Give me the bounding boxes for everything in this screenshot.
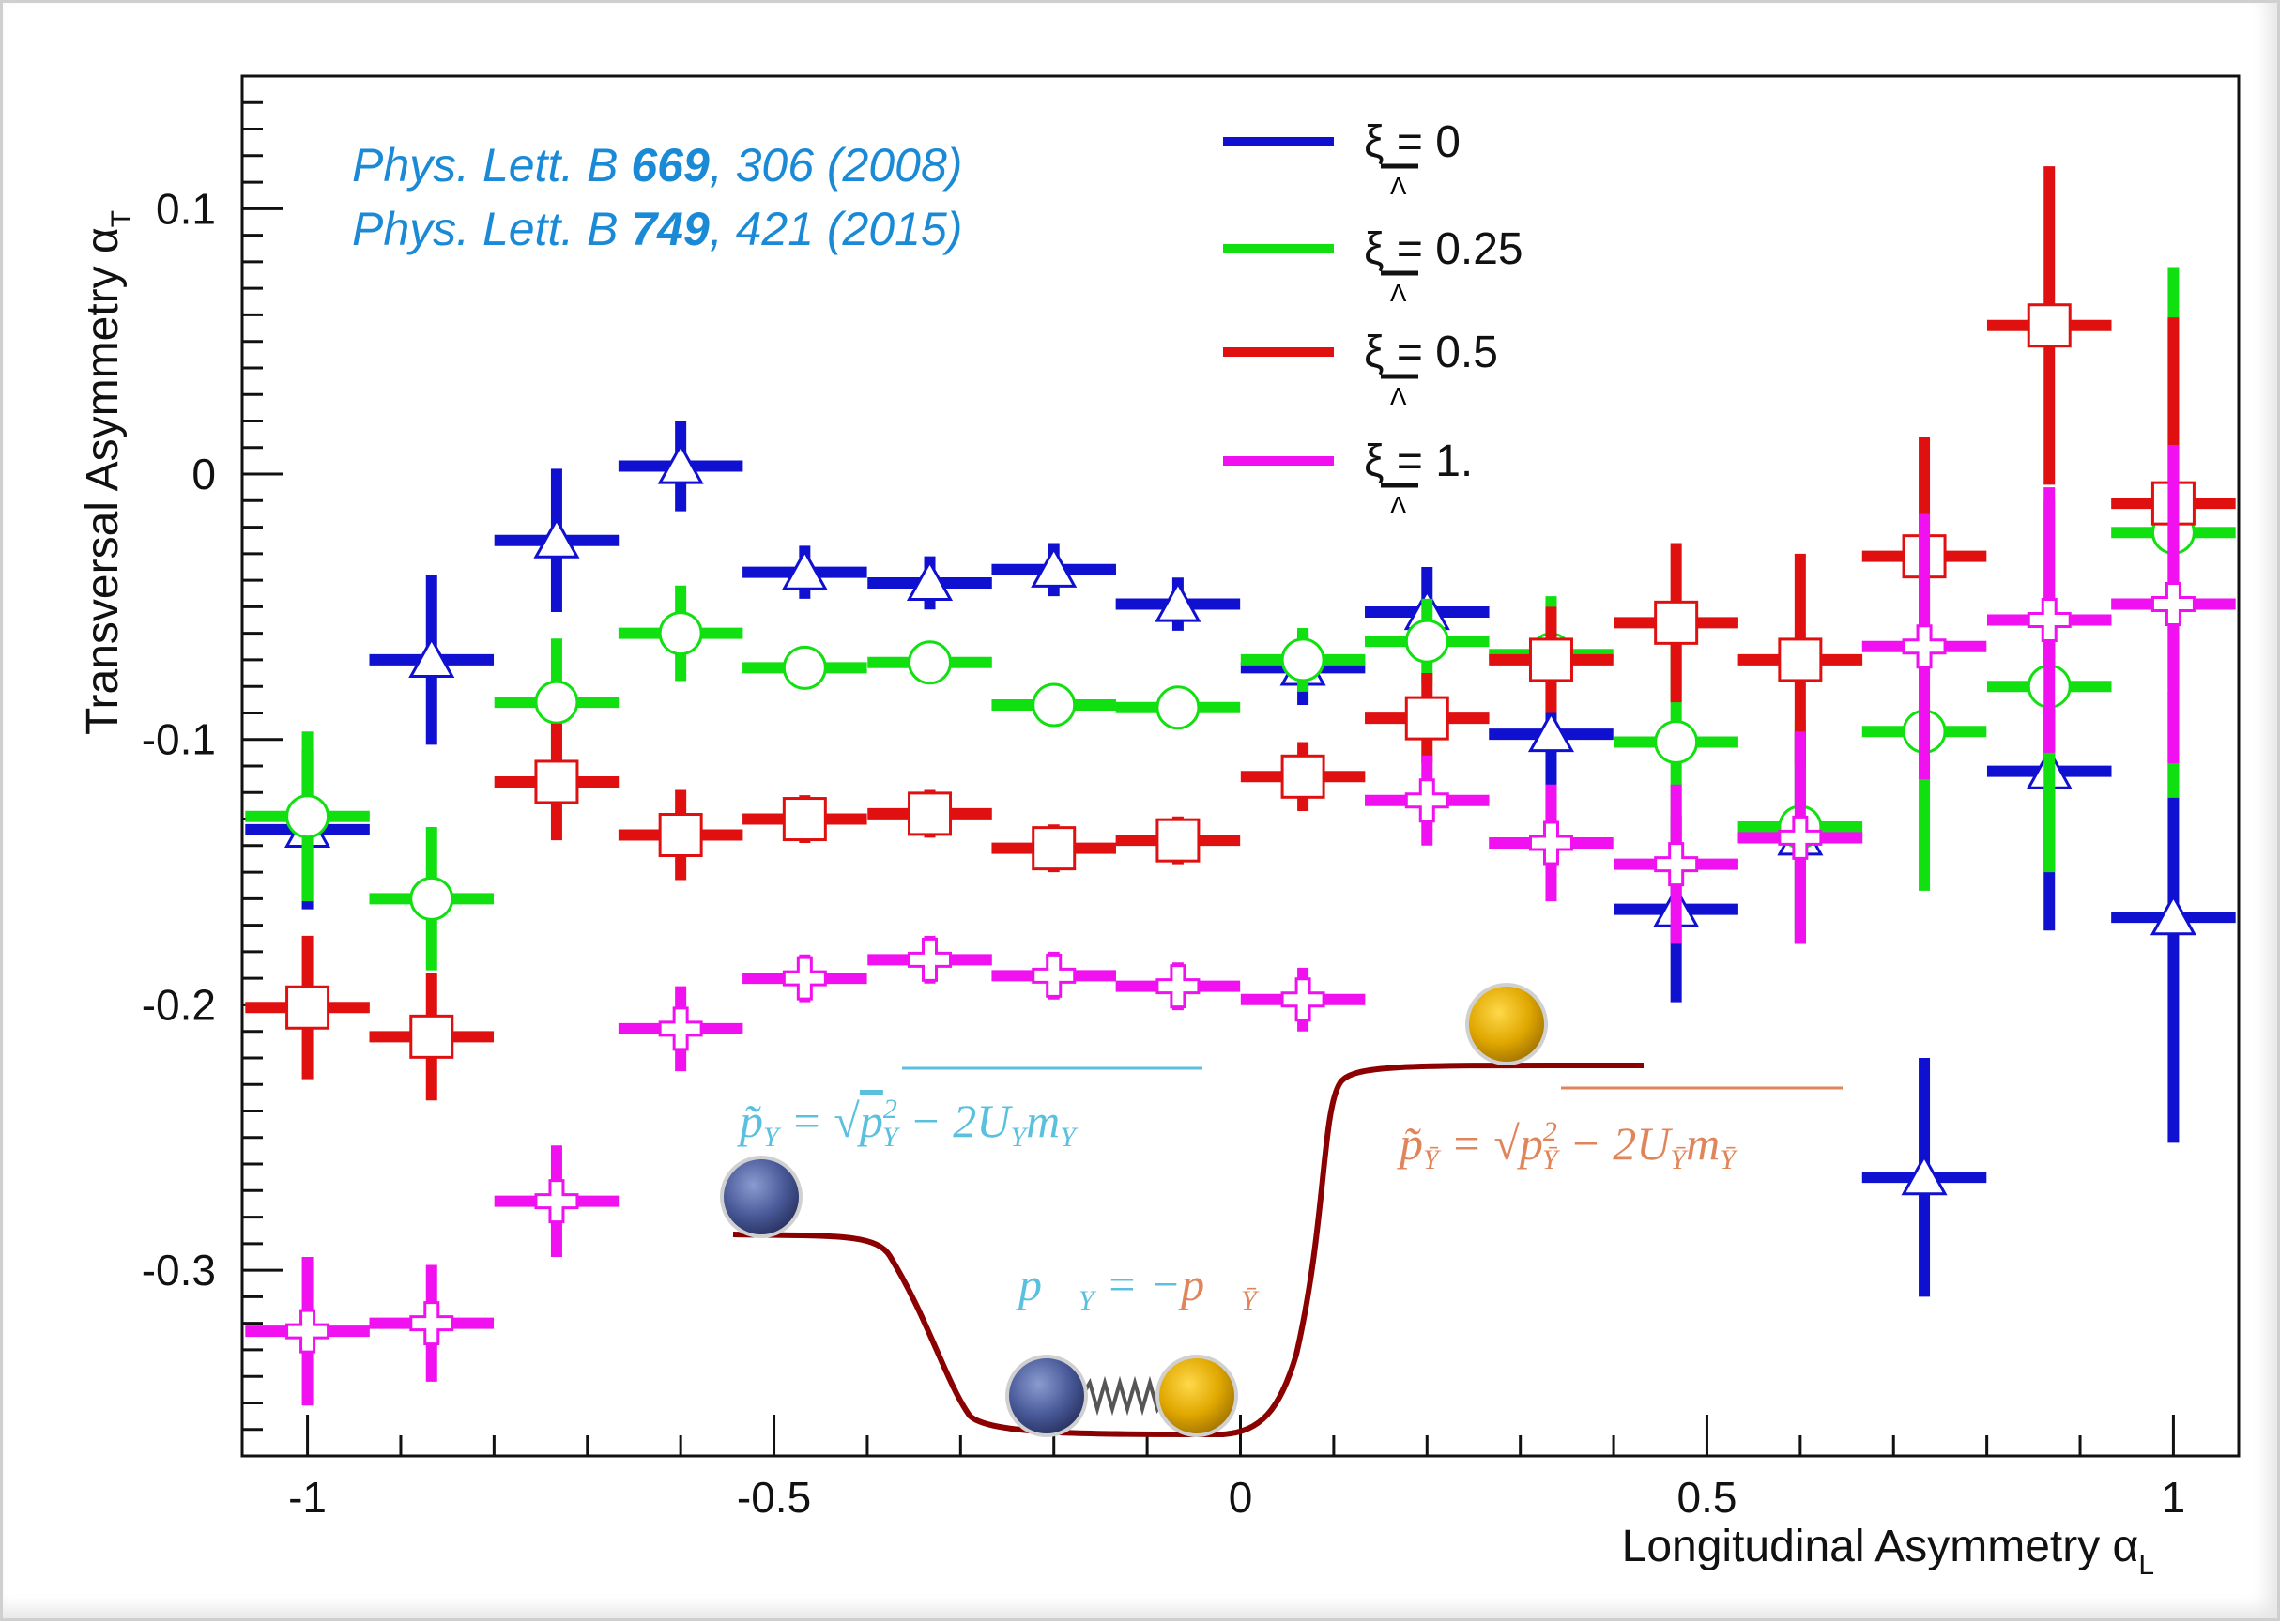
y-tick-label: -0.2	[142, 980, 216, 1029]
y-tick-label: -0.1	[142, 715, 216, 764]
legend-lambda-sub: Λ	[1390, 172, 1407, 200]
data-point	[1902, 624, 1947, 669]
potential-curve	[732, 1062, 1645, 1438]
formula-right: p̃Ȳ = √p2 Ȳ − 2UȲmȲ	[1397, 1116, 1738, 1175]
y-tick-label: 0.1	[156, 184, 216, 233]
data-point	[2027, 303, 2072, 348]
data-point	[1280, 754, 1325, 799]
data-point	[1901, 1154, 1948, 1196]
y-tick-label: 0	[191, 450, 216, 498]
axes: -1 -0.5 0 0.5 1 0.1 0 -0.1 -0.2 -0.3	[142, 74, 2241, 1522]
data-point	[1404, 778, 1449, 823]
antihyperon-ball-bound	[1155, 1355, 1238, 1437]
data-point	[409, 1301, 454, 1346]
data-point	[534, 1179, 579, 1224]
hyperon-ball-left	[720, 1156, 803, 1238]
data-point	[2027, 598, 2072, 643]
formula-mid: p⃗Y = −p⃗Ȳ	[1016, 1258, 1260, 1316]
data-point	[285, 985, 330, 1030]
data-point	[1527, 710, 1575, 753]
data-point	[781, 548, 828, 590]
data-point	[658, 1006, 703, 1051]
series-3	[245, 444, 2236, 1406]
data-point	[1280, 977, 1325, 1022]
data-point	[908, 640, 953, 685]
legend-lambda-sub: Λ	[1390, 491, 1407, 519]
legend: ξ = 0 Λξ = 0.25 Λξ = 0.5 Λξ = 1. Λ	[1223, 117, 1523, 519]
data-point	[908, 791, 953, 836]
data-point	[1280, 637, 1325, 682]
data-point	[658, 813, 703, 857]
data-point	[408, 636, 455, 679]
series-2	[245, 166, 2236, 1101]
data-point	[285, 794, 330, 839]
x-tick-label: 1	[2162, 1473, 2186, 1522]
data-point	[1778, 815, 1823, 860]
legend-label: ξ = 0.25	[1364, 224, 1523, 274]
series-1	[245, 267, 2236, 971]
data-point	[1528, 637, 1573, 682]
data-point	[1654, 600, 1699, 645]
legend-label: ξ = 0.5	[1364, 328, 1498, 377]
data-point	[533, 516, 580, 559]
data-point	[1404, 619, 1449, 664]
scatter-plot: -1 -0.5 0 0.5 1 0.1 0 -0.1 -0.2 -0.3	[78, 74, 2241, 1581]
data-point	[534, 680, 579, 725]
x-tick-label: 0	[1229, 1473, 1253, 1522]
legend-label: ξ = 0	[1364, 117, 1461, 167]
data-point	[1155, 685, 1201, 730]
data-point	[1032, 953, 1077, 998]
data-point	[1404, 696, 1449, 741]
x-tick-label: -0.5	[737, 1473, 811, 1522]
x-axis-title: Longitudinal Asymmetry αL	[1622, 1522, 2154, 1581]
x-tick-label: 0.5	[1676, 1473, 1737, 1522]
formula-left: p̃Y = √p2 Y − 2UYmY	[737, 1094, 1079, 1153]
data-point	[534, 759, 579, 804]
legend-lambda-sub: Λ	[1390, 382, 1407, 410]
data-point	[1155, 580, 1201, 622]
data-point	[1155, 964, 1201, 1009]
data-point	[1032, 826, 1077, 871]
data-point	[285, 1309, 330, 1354]
antihyperon-ball-right	[1465, 983, 1548, 1065]
legend-lambda-sub: Λ	[1390, 279, 1407, 307]
x-tick-label: -1	[288, 1473, 327, 1522]
spring-icon	[1080, 1375, 1167, 1417]
data-point	[1654, 842, 1699, 887]
data-point	[409, 1014, 454, 1059]
data-point	[1031, 545, 1078, 588]
legend-label: ξ = 1.	[1364, 437, 1473, 486]
y-axis-title: Transversal Asymmetry αT	[78, 210, 137, 735]
hyperon-ball-bound	[1005, 1355, 1088, 1437]
data-point	[2150, 894, 2196, 936]
data-point	[782, 645, 827, 690]
data-point	[906, 559, 954, 602]
y-tick-label: -0.3	[142, 1246, 216, 1295]
potential-well-inset: p̃Y = √p2 Y − 2UYmY p̃Ȳ = √p2 Ȳ − 2UȲmȲ p⃗…	[720, 983, 1843, 1438]
data-point	[658, 611, 703, 656]
data-point	[2150, 582, 2196, 627]
data-point	[1778, 637, 1823, 682]
data-point	[782, 956, 827, 1001]
reference-1: Phys. Lett. B 669, 306 (2008)	[352, 139, 962, 192]
data-point	[1155, 818, 1201, 863]
data-point	[782, 797, 827, 842]
data-point	[657, 442, 704, 484]
data-point	[908, 937, 953, 982]
reference-2: Phys. Lett. B 749, 421 (2015)	[352, 203, 962, 255]
data-point	[1528, 820, 1573, 866]
data-point	[409, 876, 454, 921]
data-point	[1654, 720, 1699, 765]
data-series	[245, 166, 2236, 1406]
data-point	[1032, 682, 1077, 728]
